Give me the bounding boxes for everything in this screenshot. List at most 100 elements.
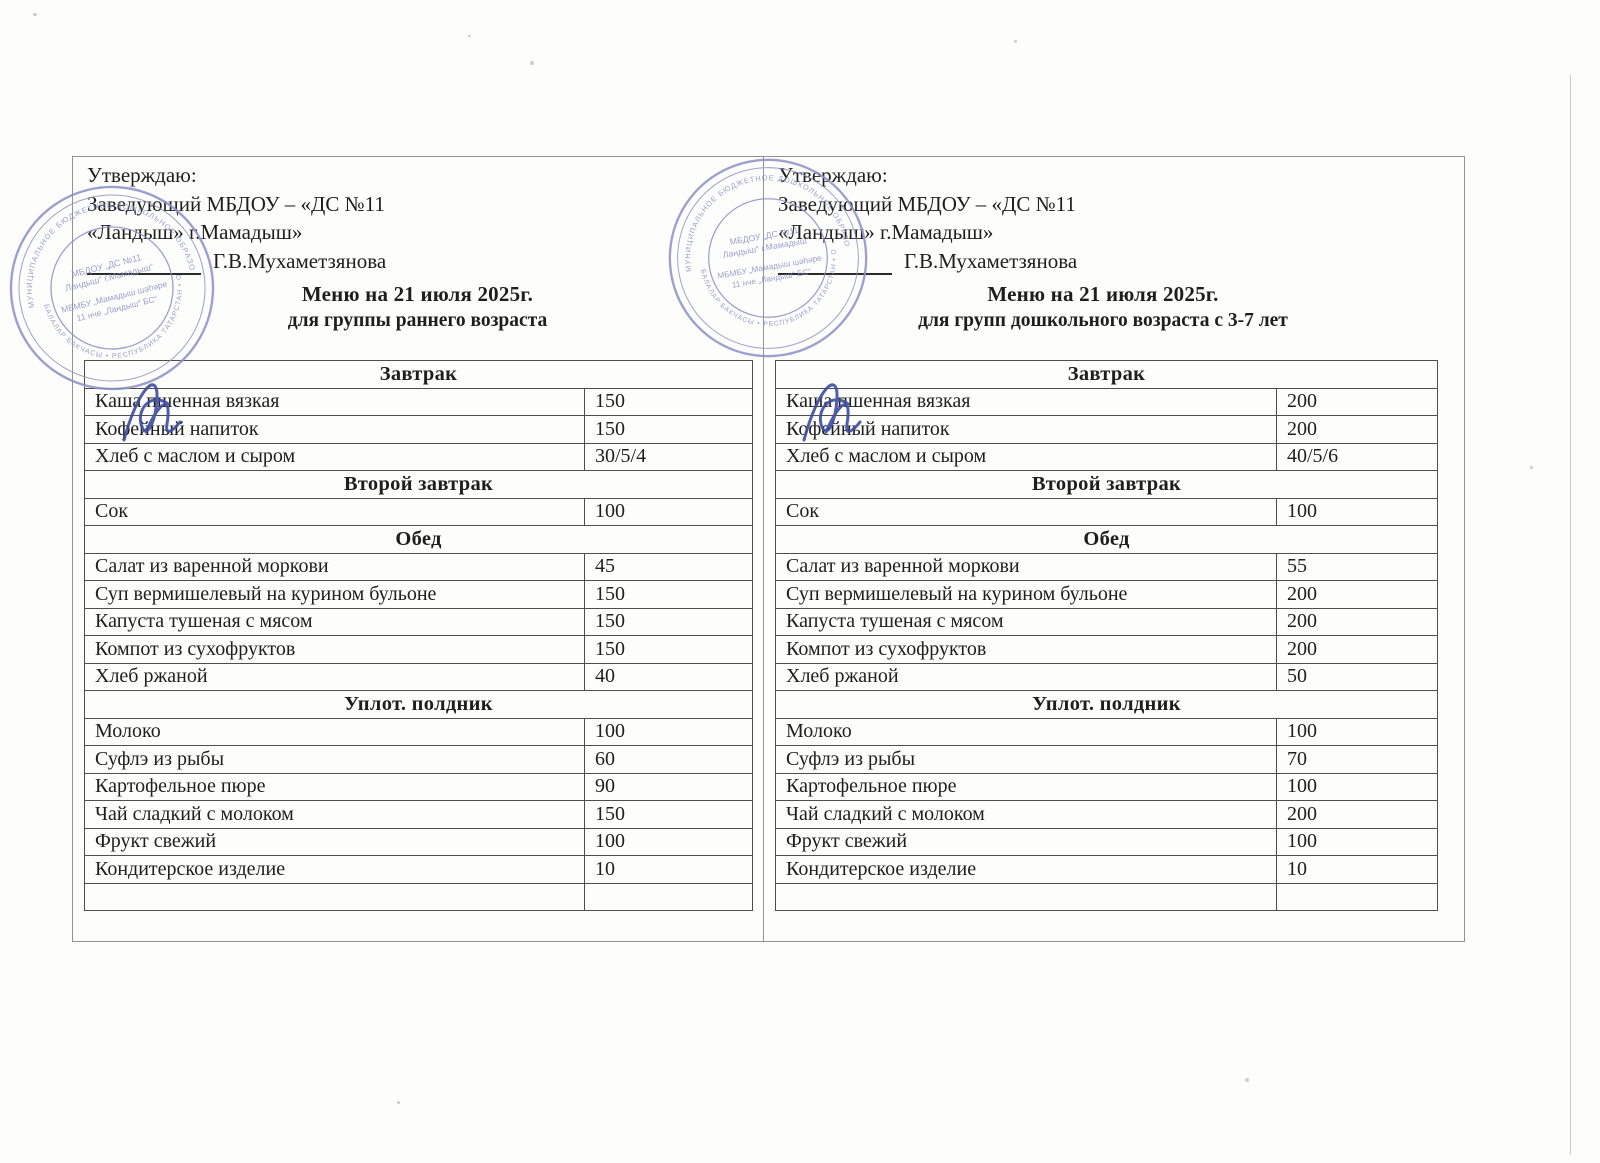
menu-item-portion: 100 <box>1275 772 1439 801</box>
menu-item-name: Салат из варенной моркови <box>775 552 1277 581</box>
menu-item-row: Кондитерское изделие 10 <box>84 855 754 884</box>
menu-item-portion <box>583 882 754 911</box>
menu-item-row <box>775 882 1439 911</box>
scan-speck <box>397 1101 400 1104</box>
menu-item-row: Компот из сухофруктов 200 <box>775 635 1439 664</box>
menu-item-row: Хлеб ржаной 40 <box>84 662 754 691</box>
menu-item-portion: 100 <box>1275 717 1439 746</box>
menu-section-row: Уплот. полдник <box>83 690 754 719</box>
menu-item-row: Фрукт свежий 100 <box>775 827 1439 856</box>
menu-title: Меню на 21 июля 2025г. <box>987 282 1219 306</box>
menu-item-portion: 55 <box>1275 552 1439 581</box>
menu-item-row: Кондитерское изделие 10 <box>775 855 1439 884</box>
menu-item-name: Фрукт свежий <box>84 827 585 856</box>
menu-item-name: Хлеб ржаной <box>84 662 585 691</box>
menu-item-name: Кофейный напиток <box>775 415 1277 444</box>
menu-item-row: Чай сладкий с молоком 200 <box>775 800 1439 829</box>
menu-item-name: Хлеб с маслом и сыром <box>84 442 585 471</box>
panel-preschool-group: Утверждаю: Заведующий МБДОУ – «ДС №11 «Л… <box>763 156 1463 940</box>
menu-item-row: Каша пшенная вязкая 150 <box>84 387 754 416</box>
menu-item-row: Чай сладкий с молоком 150 <box>84 800 754 829</box>
menu-item-portion: 200 <box>1275 635 1439 664</box>
menu-item-row: Хлеб с маслом и сыром 30/5/4 <box>84 442 754 471</box>
scan-speck <box>33 13 37 16</box>
approval-line: Утверждаю: <box>87 163 197 187</box>
menu-item-name <box>84 882 585 911</box>
menu-item-portion: 200 <box>1275 415 1439 444</box>
menu-item-row: Капуста тушеная с мясом 150 <box>84 607 754 636</box>
menu-item-row: Суфлэ из рыбы 70 <box>775 745 1439 774</box>
menu-item-portion: 90 <box>583 772 754 801</box>
menu-section-row: Завтрак <box>83 360 754 389</box>
menu-item-row: Компот из сухофруктов 150 <box>84 635 754 664</box>
menu-item-portion: 100 <box>1275 827 1439 856</box>
menu-item-row: Сок 100 <box>84 497 754 526</box>
menu-item-portion: 200 <box>1275 800 1439 829</box>
menu-item-portion: 10 <box>1275 855 1439 884</box>
menu-item-name: Сок <box>84 497 585 526</box>
menu-section-header: Обед <box>774 525 1439 554</box>
menu-item-name: Суп вермишелевый на курином бульоне <box>775 580 1277 609</box>
menu-item-name: Молоко <box>775 717 1277 746</box>
menu-section-header: Второй завтрак <box>774 470 1439 499</box>
menu-item-portion: 45 <box>583 552 754 581</box>
approval-signature-row: Г.В.Мухаметзянова <box>87 247 387 275</box>
approval-line: Заведующий МБДОУ – «ДС №11 <box>87 191 385 216</box>
menu-item-name: Суфлэ из рыбы <box>84 745 585 774</box>
menu-item-portion: 150 <box>583 580 754 609</box>
menu-item-name: Картофельное пюре <box>84 772 585 801</box>
menu-section-header: Завтрак <box>774 360 1439 389</box>
menu-item-name: Капуста тушеная с мясом <box>775 607 1277 636</box>
menu-item-portion: 100 <box>583 497 754 526</box>
scan-speck <box>530 61 534 65</box>
menu-item-name: Суфлэ из рыбы <box>775 745 1277 774</box>
menu-table-preschool: Завтрак Каша пшенная вязкая 200 Кофейный на… <box>774 360 1439 911</box>
menu-item-portion: 70 <box>1275 745 1439 774</box>
approval-line: Заведующий МБДОУ – «ДС №11 <box>778 191 1076 216</box>
menu-item-portion: 40/5/6 <box>1275 442 1439 471</box>
menu-section-header: Уплот. полдник <box>774 690 1439 719</box>
menu-item-row <box>84 882 754 911</box>
menu-item-row: Молоко 100 <box>84 717 754 746</box>
menu-title: Меню на 21 июля 2025г. <box>301 282 534 306</box>
menu-section-row: Завтрак <box>774 360 1439 389</box>
menu-item-portion: 40 <box>583 662 754 691</box>
menu-item-row: Хлеб с маслом и сыром 40/5/6 <box>775 442 1439 471</box>
menu-item-portion: 150 <box>583 607 754 636</box>
menu-item-name: Салат из варенной моркови <box>84 552 585 581</box>
menu-item-name: Каша пшенная вязкая <box>84 387 585 416</box>
menu-item-row: Салат из варенной моркови 45 <box>84 552 754 581</box>
menu-item-name: Фрукт свежий <box>775 827 1277 856</box>
scan-speck <box>1530 466 1533 469</box>
menu-item-name: Хлеб ржаной <box>775 662 1277 691</box>
menu-item-portion: 150 <box>583 387 754 416</box>
menu-section-row: Второй завтрак <box>83 470 754 499</box>
menu-section-header: Второй завтрак <box>83 470 754 499</box>
menu-subtitle: для группы раннего возраста <box>287 310 548 331</box>
approver-name: Г.В.Мухаметзянова <box>213 248 387 273</box>
menu-item-name: Чай сладкий с молоком <box>775 800 1277 829</box>
scan-speck <box>1014 40 1017 43</box>
menu-item-row: Каша пшенная вязкая 200 <box>775 387 1439 416</box>
menu-item-name: Кондитерское изделие <box>84 855 585 884</box>
menu-subtitle: для групп дошкольного возраста с 3-7 лет <box>918 310 1288 331</box>
menu-item-portion: 150 <box>583 635 754 664</box>
menu-item-portion: 200 <box>1275 387 1439 416</box>
menu-section-row: Обед <box>774 525 1439 554</box>
menu-item-portion: 200 <box>1275 580 1439 609</box>
scan-speck <box>1245 1078 1249 1082</box>
menu-item-portion: 150 <box>583 800 754 829</box>
menu-item-portion: 100 <box>1275 497 1439 526</box>
menu-item-name: Суп вермишелевый на курином бульоне <box>84 580 585 609</box>
menu-item-row: Молоко 100 <box>775 717 1439 746</box>
signature-line <box>87 252 201 275</box>
menu-section-row: Уплот. полдник <box>774 690 1439 719</box>
menu-section-header: Уплот. полдник <box>83 690 754 719</box>
document-frame <box>72 156 1465 942</box>
signature-line <box>778 252 892 275</box>
menu-item-row: Салат из варенной моркови 55 <box>775 552 1439 581</box>
menu-item-name: Капуста тушеная с мясом <box>84 607 585 636</box>
menu-item-name: Компот из сухофруктов <box>84 635 585 664</box>
menu-item-name: Чай сладкий с молоком <box>84 800 585 829</box>
